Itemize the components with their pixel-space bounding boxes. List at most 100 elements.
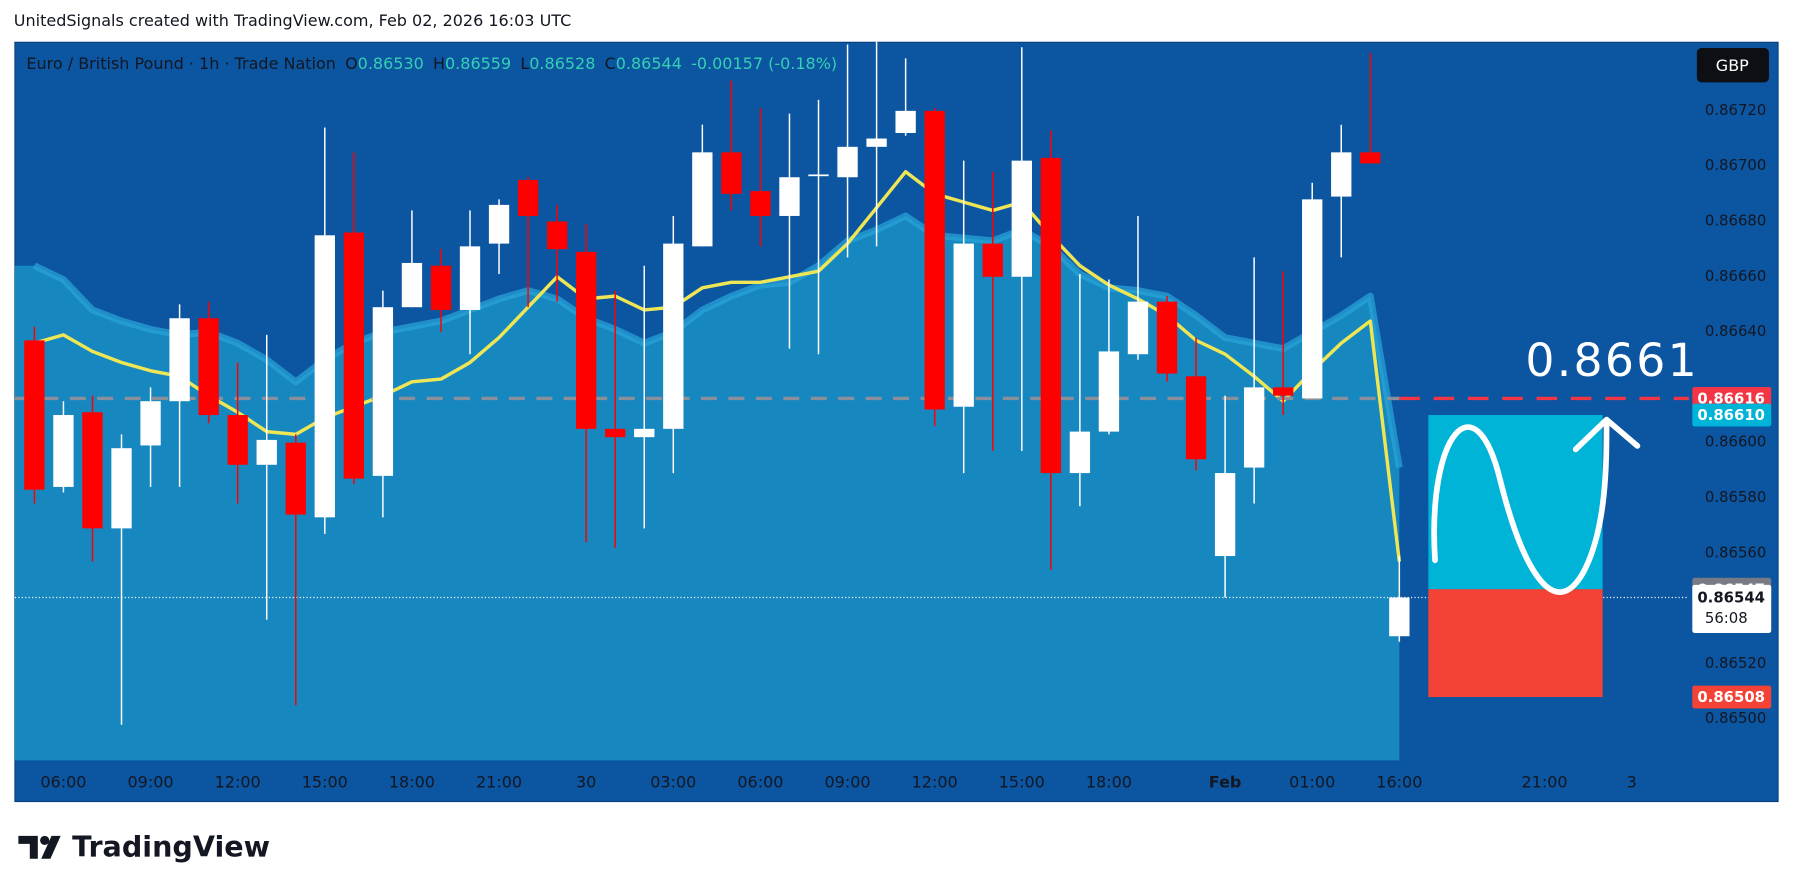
y-tick-label: 0.86640 [1705, 322, 1766, 340]
candle-body [1331, 152, 1352, 197]
legend-change: -0.00157 (-0.18%) [691, 54, 837, 73]
price-label-bg [1692, 685, 1772, 709]
candle-body [779, 177, 800, 216]
annotation: 0.8661 [1525, 334, 1699, 387]
y-tick-label: 0.86700 [1705, 156, 1766, 174]
candle-body [1098, 351, 1120, 432]
header: UnitedSignals created with TradingView.c… [14, 11, 572, 30]
x-tick-label: 12:00 [215, 773, 261, 792]
candle-body [1214, 473, 1236, 557]
candle-body [53, 415, 74, 487]
candle-body [837, 146, 858, 178]
price-label-bg [1692, 403, 1772, 427]
candle-body [256, 439, 277, 465]
x-tick-label: 06:00 [737, 773, 783, 792]
logo-mark [18, 835, 38, 859]
candle-body [111, 448, 132, 529]
y-tick-label: 0.86560 [1705, 543, 1766, 561]
x-tick-label: 18:00 [389, 773, 435, 792]
stop-zone [1428, 589, 1603, 698]
x-tick-label: 12:00 [912, 773, 958, 792]
candle-body [372, 307, 394, 476]
currency: GBP [1716, 56, 1749, 75]
price-label: 0.86610 [1697, 406, 1765, 424]
y-tick-label: 0.86580 [1705, 488, 1766, 506]
candle-body [198, 318, 219, 416]
candle-body [721, 152, 742, 194]
candle-body [953, 243, 974, 407]
y-tick-label: 0.86500 [1705, 709, 1766, 727]
candle-body [1127, 301, 1149, 355]
candle-body [401, 262, 423, 308]
y-tick-label: 0.86520 [1705, 654, 1766, 672]
candle-body [1040, 157, 1062, 474]
x-tick-label: 01:00 [1289, 773, 1335, 792]
x-tick-label: 06:00 [40, 773, 86, 792]
candle-body [314, 235, 335, 518]
current-price-bg [1692, 584, 1772, 633]
candle-body [692, 152, 713, 247]
candle-body [866, 138, 887, 147]
candle-body [924, 110, 945, 410]
x-tick-label: 21:00 [476, 773, 522, 792]
candle-body [1360, 152, 1381, 164]
y-tick-label: 0.86720 [1705, 101, 1766, 119]
candle-body [140, 401, 161, 446]
candle-body [1069, 431, 1091, 474]
x-tick-label: 15:00 [302, 773, 348, 792]
candle-body [576, 251, 597, 429]
candle-body [169, 318, 190, 402]
price-label: 0.86508 [1697, 688, 1765, 706]
candle-body [343, 232, 365, 479]
x-tick-label: 09:00 [128, 773, 174, 792]
candle-body [285, 442, 306, 515]
current-price: 0.86544 [1697, 589, 1765, 607]
candle-body [546, 221, 568, 250]
x-tick-label: 15:00 [999, 773, 1045, 792]
candle-body [82, 412, 103, 529]
legend-o: O [345, 54, 358, 73]
legend-c: C [605, 54, 616, 73]
candle-body [430, 265, 452, 310]
countdown: 56:08 [1705, 609, 1748, 627]
candle-body [517, 180, 539, 216]
currency-button[interactable] [1696, 48, 1769, 83]
target-zone [1428, 415, 1603, 590]
legend: Euro / British Pound · 1h · Trade Nation… [26, 54, 837, 73]
legend-close: 0.86544 [616, 54, 682, 73]
x-tick-label: 03:00 [650, 773, 696, 792]
x-tick-label: 30 [576, 773, 596, 792]
x-tick-label: 21:00 [1521, 773, 1567, 792]
x-tick-label: 09:00 [824, 773, 870, 792]
legend-open: 0.86530 [358, 54, 424, 73]
y-tick-label: 0.86680 [1705, 211, 1766, 229]
candle-body [1011, 160, 1032, 277]
legend-low: 0.86528 [529, 54, 595, 73]
projection-arrowhead [1572, 416, 1641, 453]
legend-h: H [433, 54, 445, 73]
candle-body [1389, 597, 1410, 637]
logo-slash [41, 835, 61, 859]
candle-body [24, 340, 45, 490]
candle-body [1185, 376, 1207, 460]
legend-title: Euro / British Pound · 1h · Trade Nation [26, 54, 336, 73]
projection-curve [1431, 420, 1610, 595]
legend-l: L [520, 54, 529, 73]
x-tick-label: 18:00 [1086, 773, 1132, 792]
y-tick-label: 0.86600 [1705, 433, 1766, 451]
candle-body [808, 174, 829, 177]
candle-body [1302, 199, 1323, 399]
candle-body [982, 243, 1003, 277]
candle-body [1243, 387, 1265, 468]
logo: TradingView [18, 829, 270, 863]
candle-body [488, 204, 510, 244]
x-tick-label: 16:00 [1376, 773, 1422, 792]
candle-body [1156, 301, 1178, 374]
candle-body [1273, 387, 1294, 396]
candle-body [459, 246, 481, 310]
x-tick-label: Feb [1209, 773, 1242, 792]
plot: 0.8661 0.86500 0.86520 0.86560 0.86580 0.8660… [14, 41, 1772, 792]
x-tick-label: 3 [1627, 773, 1637, 792]
legend-high: 0.86559 [445, 54, 511, 73]
